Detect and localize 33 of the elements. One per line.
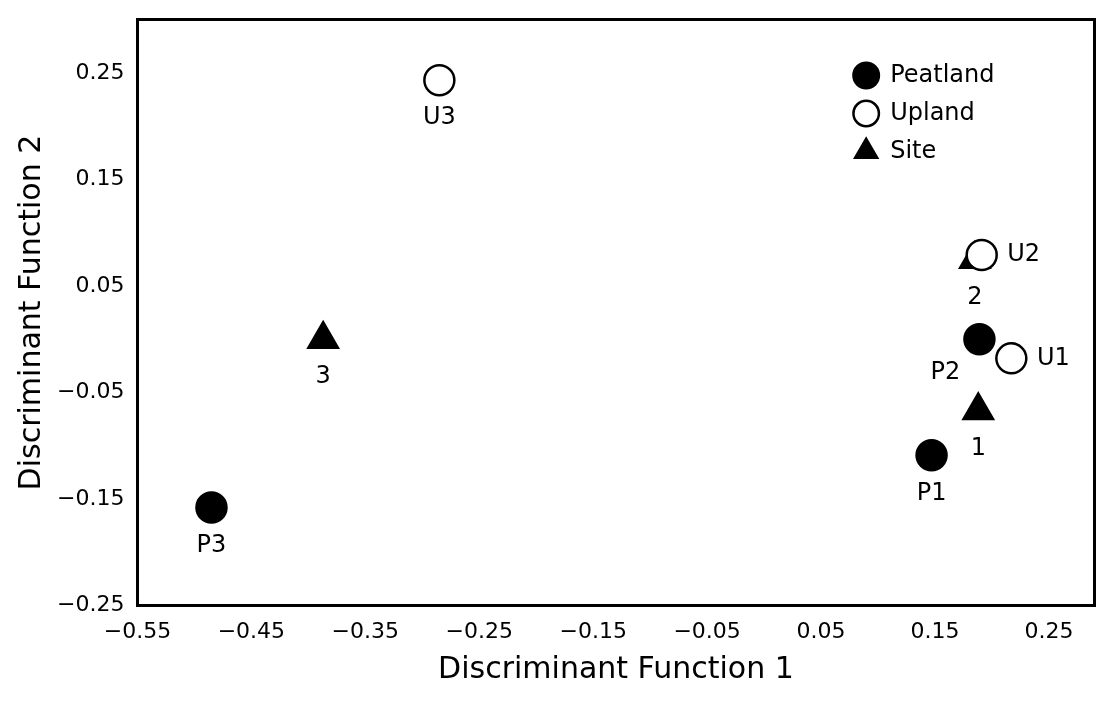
annotation: U2 <box>1007 239 1041 268</box>
y-tick-label: 0.25 <box>75 58 125 84</box>
annotation: U1 <box>1036 342 1070 371</box>
x-tick-label: −0.35 <box>331 617 400 643</box>
annotation: P1 <box>916 477 947 506</box>
annotation: P3 <box>196 529 227 558</box>
point <box>195 491 228 524</box>
x-tick-label: −0.15 <box>559 617 627 643</box>
y-tick-label: −0.05 <box>57 378 125 404</box>
annotation: P2 <box>930 357 961 386</box>
y-tick-label: −0.15 <box>57 484 125 510</box>
annotation: U3 <box>422 102 456 131</box>
point <box>965 238 998 272</box>
annotation: 3 <box>315 361 331 390</box>
y-tick-label: 0.15 <box>75 165 125 191</box>
annotation: 1 <box>970 432 986 461</box>
x-axis-title: Discriminant Function 1 <box>438 649 794 685</box>
legend-label: Upland <box>890 97 975 126</box>
x-tick-label: 0.25 <box>1024 617 1074 643</box>
legend-label: Peatland <box>890 59 995 88</box>
y-tick-label: −0.25 <box>57 591 125 617</box>
point <box>915 439 948 472</box>
point <box>963 322 996 356</box>
annotation: 2 <box>967 281 983 310</box>
legend-label: Site <box>890 135 937 164</box>
x-tick-label: 0.15 <box>910 617 960 643</box>
y-axis-title: Discriminant Function 2 <box>11 134 47 491</box>
x-tick-label: −0.25 <box>445 617 513 643</box>
x-tick-label: 0.05 <box>796 617 846 643</box>
x-tick-label: −0.55 <box>103 617 172 643</box>
x-tick-label: −0.45 <box>217 617 286 643</box>
x-tick-label: −0.05 <box>673 617 741 643</box>
y-tick-label: 0.05 <box>75 271 125 297</box>
